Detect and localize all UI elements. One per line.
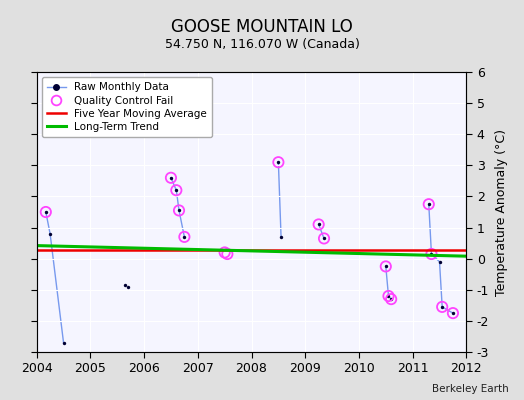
Point [41,209,50,215]
Point [274,159,282,166]
Point [180,234,189,240]
Point [384,293,392,299]
Point [223,251,232,257]
Point [435,258,444,265]
Point [41,209,50,215]
Point [314,221,323,228]
Text: Berkeley Earth: Berkeley Earth [432,384,508,394]
Point [175,207,183,214]
Point [167,174,175,181]
Point [175,207,183,214]
Point [424,201,433,208]
Point [274,159,282,166]
Legend: Raw Monthly Data, Quality Control Fail, Five Year Moving Average, Long-Term Tren: Raw Monthly Data, Quality Control Fail, … [42,77,212,137]
Point [277,234,285,240]
Point [449,310,457,316]
Point [124,284,132,290]
Y-axis label: Temperature Anomaly (°C): Temperature Anomaly (°C) [495,128,508,296]
Point [387,296,395,302]
Point [320,235,328,242]
Point [427,251,435,257]
Text: GOOSE MOUNTAIN LO: GOOSE MOUNTAIN LO [171,18,353,36]
Point [59,340,68,346]
Point [438,304,446,310]
Point [384,293,392,299]
Point [387,296,395,302]
Point [381,263,390,270]
Point [46,230,54,237]
Point [427,251,435,257]
Point [449,310,457,316]
Text: 54.750 N, 116.070 W (Canada): 54.750 N, 116.070 W (Canada) [165,38,359,51]
Point [320,235,328,242]
Point [167,174,175,181]
Point [381,263,390,270]
Point [172,187,180,194]
Point [314,221,323,228]
Point [180,234,189,240]
Point [121,282,129,288]
Point [438,304,446,310]
Point [424,201,433,208]
Point [221,249,229,256]
Point [172,187,180,194]
